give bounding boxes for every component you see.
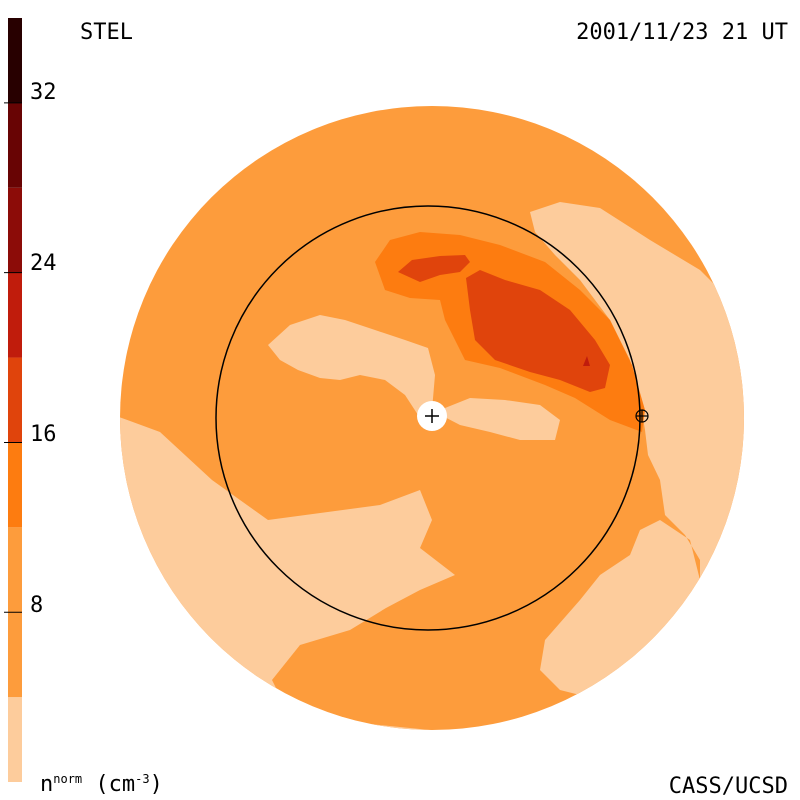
earth-orbit-circle xyxy=(215,205,641,631)
low-density-region-center xyxy=(268,315,435,418)
high-density-region-main xyxy=(466,270,610,392)
plus-icon xyxy=(417,401,447,431)
high-density-region-left xyxy=(398,255,470,282)
color-bar-band-3 xyxy=(8,357,22,443)
unit-close: ) xyxy=(149,772,163,797)
color-bar-tick-label-16: 16 xyxy=(30,422,57,447)
unit-superscript: norm xyxy=(53,772,83,786)
colorbar-unit-label: nnorm (cm-3) xyxy=(40,772,163,798)
color-bar-bands xyxy=(8,18,22,782)
low-density-region-center-right xyxy=(435,398,560,440)
credit-label: CASS/UCSD xyxy=(668,774,788,799)
color-bar-tick-label-32: 32 xyxy=(30,80,57,105)
color-bar-band-0 xyxy=(8,697,22,782)
peak-density-region xyxy=(583,356,590,366)
color-bar-band-4 xyxy=(8,272,22,358)
color-bar-band-2 xyxy=(8,442,22,528)
color-bar-band-7 xyxy=(8,18,22,103)
circled-plus-icon xyxy=(635,409,649,423)
unit-exponent: -3 xyxy=(135,772,150,786)
color-bar xyxy=(4,18,22,782)
color-bar-ticks xyxy=(4,102,22,613)
source-label: STEL xyxy=(80,20,133,45)
color-bar-band-5 xyxy=(8,187,22,273)
color-bar-tick-label-8: 8 xyxy=(30,593,44,618)
color-bar-tick-label-24: 24 xyxy=(30,251,57,276)
unit-open: (cm xyxy=(82,772,136,797)
datetime-label: 2001/11/23 21 UT xyxy=(576,20,788,45)
color-bar-band-6 xyxy=(8,102,22,188)
unit-base: n xyxy=(40,772,54,797)
